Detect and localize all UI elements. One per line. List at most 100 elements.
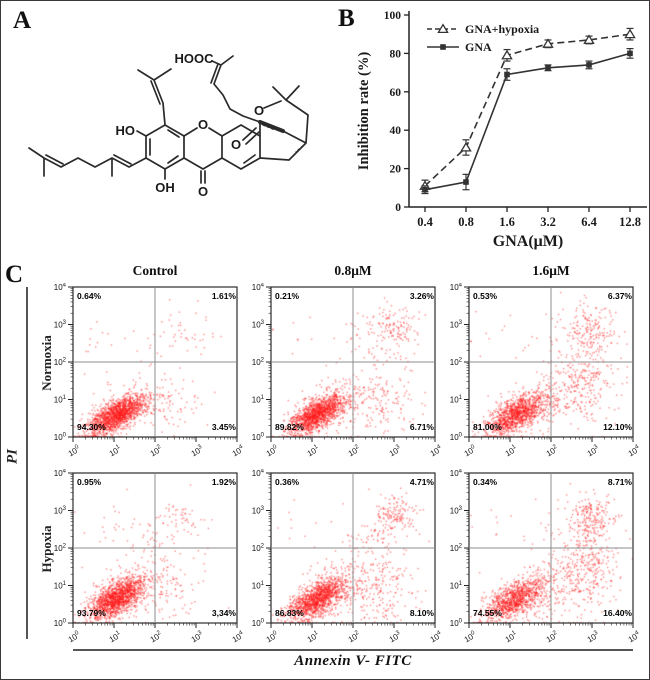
svg-text:104: 104	[428, 630, 444, 645]
quadrant-label-ll: 93.79%	[77, 608, 106, 618]
svg-text:60: 60	[390, 87, 402, 99]
svg-text:103: 103	[450, 320, 463, 330]
quadrant-label-ul: 0.21%	[275, 291, 300, 301]
col-title-0.8uM: 0.8μM	[334, 263, 372, 278]
svg-text:100: 100	[54, 433, 67, 443]
flow-plot-normoxia-control: 100 100 101 101 102 102 103 103 104 104 0.64% 1.6…	[43, 283, 247, 467]
svg-text:GNA: GNA	[465, 40, 492, 54]
panel-b-letter: B	[338, 5, 355, 32]
svg-text:101: 101	[107, 630, 123, 645]
flow-plot-hypoxia-control: 100 100 101 101 102 102 103 103 104 104 0.95% 1.9…	[43, 469, 247, 653]
svg-text:100: 100	[450, 433, 463, 443]
quadrant-label-lr: 6.71%	[409, 422, 434, 432]
svg-text:101: 101	[450, 395, 463, 405]
quadrant-label-ur: 1.92%	[211, 477, 236, 487]
svg-text:104: 104	[54, 469, 67, 478]
svg-text:0.4: 0.4	[417, 215, 433, 229]
svg-text:100: 100	[252, 619, 265, 629]
col-title-control: Control	[132, 263, 178, 278]
annexin-axis-label: Annexin V- FITC	[294, 653, 412, 669]
svg-text:101: 101	[107, 444, 123, 459]
svg-text:1.6: 1.6	[499, 215, 515, 229]
svg-text:12.8: 12.8	[619, 215, 641, 229]
chemical-structure: HOOC HO OH O O O O	[28, 51, 309, 199]
ketone-o-label: O	[198, 184, 208, 199]
svg-text:100: 100	[252, 433, 265, 443]
quadrant-label-ur: 3.26%	[409, 291, 434, 301]
quadrant-label-ll: 94.30%	[77, 422, 106, 432]
svg-text:104: 104	[54, 283, 67, 292]
svg-text:101: 101	[305, 444, 321, 459]
quadrant-label-ur: 4.71%	[409, 477, 434, 487]
svg-text:100: 100	[54, 619, 67, 629]
svg-text:104: 104	[626, 444, 642, 459]
svg-text:20: 20	[390, 164, 402, 176]
svg-text:0.8: 0.8	[458, 215, 474, 229]
svg-text:100: 100	[384, 10, 402, 22]
svg-text:100: 100	[66, 444, 82, 459]
quadrant-label-ul: 0.95%	[77, 477, 102, 487]
svg-text:80: 80	[390, 48, 402, 60]
svg-text:102: 102	[346, 630, 362, 645]
svg-text:103: 103	[585, 444, 601, 459]
svg-text:102: 102	[544, 630, 560, 645]
col-title-1.6uM: 1.6μM	[532, 263, 570, 278]
svg-text:103: 103	[252, 506, 265, 516]
svg-text:103: 103	[387, 630, 403, 645]
quadrant-label-ul: 0.64%	[77, 291, 102, 301]
svg-text:104: 104	[626, 630, 642, 645]
svg-text:100: 100	[264, 630, 280, 645]
quadrant-label-lr: 8.10%	[409, 608, 434, 618]
svg-text:104: 104	[428, 444, 444, 459]
panel-c-letter: C	[5, 261, 24, 288]
inhibition-rate-chart: 0 20 40 60 80 100 0.4 0.8 1.6 3.2 6.4 12.8 Inhibitio…	[356, 10, 647, 250]
quadrant-label-lr: 16.40%	[603, 608, 632, 618]
svg-text:101: 101	[305, 630, 321, 645]
svg-text:101: 101	[252, 395, 265, 405]
svg-text:102: 102	[148, 630, 164, 645]
svg-text:GNA+hypoxia: GNA+hypoxia	[465, 22, 539, 36]
svg-text:103: 103	[387, 444, 403, 459]
flow-plot-normoxia-1.6uM: 100 100 101 101 102 102 103 103 104 104 0.53% 6.3…	[439, 283, 643, 467]
svg-text:100: 100	[462, 444, 478, 459]
oh-label: OH	[155, 180, 175, 195]
hooc-label: HOOC	[175, 51, 215, 66]
svg-text:102: 102	[450, 358, 463, 368]
svg-text:102: 102	[450, 544, 463, 554]
quadrant-label-ul: 0.36%	[275, 477, 300, 487]
svg-text:Inhibition rate (%): Inhibition rate (%)	[356, 52, 372, 171]
ether-o-label: O	[254, 103, 264, 118]
svg-text:103: 103	[189, 630, 205, 645]
cage-o-label: O	[231, 137, 241, 152]
annexin-axis-line	[73, 649, 633, 651]
svg-text:104: 104	[252, 283, 265, 292]
quadrant-label-ul: 0.34%	[473, 477, 498, 487]
svg-text:104: 104	[252, 469, 265, 478]
svg-text:103: 103	[54, 506, 67, 516]
svg-text:102: 102	[544, 444, 560, 459]
svg-text:101: 101	[503, 444, 519, 459]
quadrant-label-ur: 1.61%	[211, 291, 236, 301]
quadrant-label-lr: 12.10%	[603, 422, 632, 432]
ring-o-label: O	[198, 117, 208, 132]
quadrant-label-lr: 3,34%	[211, 608, 236, 618]
svg-text:103: 103	[585, 630, 601, 645]
svg-text:102: 102	[148, 444, 164, 459]
svg-text:102: 102	[346, 444, 362, 459]
svg-text:100: 100	[450, 619, 463, 629]
svg-text:104: 104	[230, 444, 246, 459]
svg-text:40: 40	[390, 125, 402, 137]
svg-text:104: 104	[230, 630, 246, 645]
ho-label: HO	[116, 123, 136, 138]
quadrant-label-lr: 3.45%	[211, 422, 236, 432]
svg-text:103: 103	[450, 506, 463, 516]
svg-text:6.4: 6.4	[581, 215, 597, 229]
svg-text:102: 102	[252, 358, 265, 368]
svg-text:102: 102	[54, 358, 67, 368]
